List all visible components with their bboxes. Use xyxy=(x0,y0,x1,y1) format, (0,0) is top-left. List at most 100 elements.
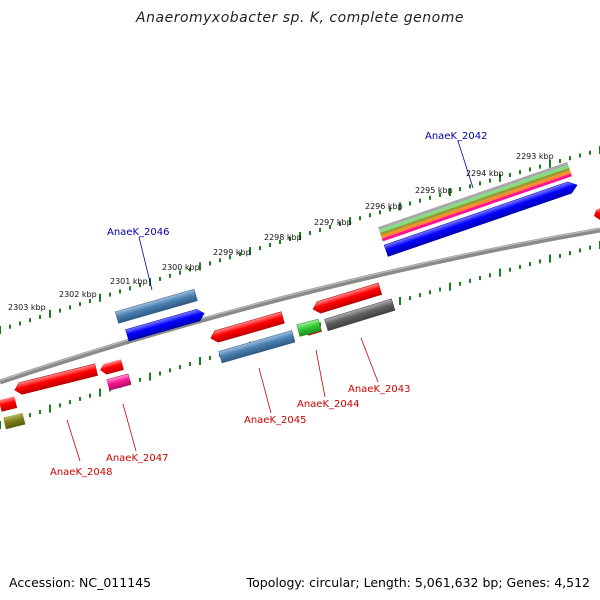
ruler-major-tick xyxy=(499,268,501,277)
ruler-major-tick xyxy=(299,232,301,240)
feature-band-gray xyxy=(378,162,569,230)
ruler-minor-tick xyxy=(139,377,141,382)
ruler-minor-tick xyxy=(529,167,531,172)
ruler-minor-tick xyxy=(159,276,161,281)
ruler-minor-tick xyxy=(209,261,211,266)
ruler-minor-tick xyxy=(509,173,511,177)
gene-red-2045-upper[interactable] xyxy=(209,311,285,344)
ruler-minor-tick xyxy=(389,207,391,212)
gene-blue-2046-lower[interactable] xyxy=(125,308,206,342)
ruler-minor-tick xyxy=(179,270,181,275)
ruler-label: 2293 kbp xyxy=(516,152,554,161)
ruler-minor-tick xyxy=(379,210,381,215)
ruler-minor-tick xyxy=(429,290,431,295)
ruler-minor-tick xyxy=(469,278,471,283)
gene-label-anaek-2043[interactable]: AnaeK_2043 xyxy=(348,384,410,395)
ruler-label: 2301 kbp xyxy=(110,277,148,286)
label-leaders xyxy=(66,140,474,462)
ruler-minor-tick xyxy=(29,413,31,418)
feature-band-lightgreen xyxy=(378,164,570,233)
ruler-minor-tick xyxy=(289,237,291,241)
gene-fragment-left-red xyxy=(0,396,18,412)
ruler-major-tick xyxy=(449,282,451,291)
ruler-minor-tick xyxy=(539,259,541,264)
ruler-minor-tick xyxy=(419,198,421,203)
ruler-major-tick xyxy=(149,372,151,381)
ruler-major-tick xyxy=(499,173,501,182)
ruler-minor-tick xyxy=(129,286,131,291)
ruler-major-tick xyxy=(0,326,1,334)
ruler-minor-tick xyxy=(139,283,141,288)
ruler-minor-tick xyxy=(109,292,111,297)
ruler-minor-tick xyxy=(69,400,71,405)
ruler-minor-tick xyxy=(189,362,191,367)
ruler-minor-tick xyxy=(489,273,491,278)
feature-track xyxy=(0,162,600,430)
gene-anaek-2043[interactable] xyxy=(324,298,396,332)
ruler-minor-tick xyxy=(69,305,71,310)
ruler-minor-tick xyxy=(209,355,211,360)
gene-fragment-left-olive xyxy=(3,412,26,430)
ruler-label: 2297 kbp xyxy=(314,218,352,227)
gene-label-anaek-2047[interactable]: AnaeK_2047 xyxy=(106,453,168,464)
ruler-minor-tick xyxy=(219,258,221,263)
ruler-major-tick xyxy=(99,293,101,302)
ruler-minor-tick xyxy=(519,170,521,175)
feature-band-olive xyxy=(379,167,571,236)
feature-band-orange xyxy=(380,170,572,239)
ruler-minor-tick xyxy=(269,243,271,247)
ruler-minor-tick xyxy=(229,255,231,260)
ruler-minor-tick xyxy=(159,371,161,376)
gene-anaek-2047[interactable] xyxy=(106,373,132,391)
gene-anaek-2048[interactable] xyxy=(13,363,98,396)
ruler-minor-tick xyxy=(359,216,361,221)
gene-anaek-2043-upper[interactable] xyxy=(311,282,383,315)
ruler-minor-tick xyxy=(79,302,81,307)
gene-fragment-right xyxy=(594,208,600,220)
ruler-label: 2300 kbp xyxy=(162,263,200,272)
ruler-label: 2303 kbp xyxy=(8,303,46,312)
ruler-minor-tick xyxy=(589,245,591,250)
ruler-minor-tick xyxy=(569,251,571,256)
gene-anaek-2045[interactable] xyxy=(218,330,296,364)
ruler-major-tick xyxy=(399,297,401,305)
ruler-minor-tick xyxy=(279,240,281,244)
ruler-minor-tick xyxy=(409,201,411,206)
gene-anaek-2042[interactable] xyxy=(383,179,579,257)
map-title: Anaeromyxobacter sp. K, complete genome xyxy=(136,10,464,26)
gene-label-anaek-2045[interactable]: AnaeK_2045 xyxy=(244,415,306,426)
gene-anaek-2044[interactable] xyxy=(296,318,322,337)
gene-red-2047-upper[interactable] xyxy=(99,359,124,376)
ruler-major-tick xyxy=(249,247,251,256)
ruler-minor-tick xyxy=(459,281,461,286)
gene-label-anaek-2044[interactable]: AnaeK_2044 xyxy=(297,399,359,410)
gene-label-anaek-2046[interactable]: AnaeK_2046 xyxy=(107,227,169,238)
ruler-major-tick xyxy=(449,188,451,196)
gene-anaek-2046[interactable] xyxy=(114,288,198,324)
ruler-minor-tick xyxy=(89,393,91,398)
ruler-minor-tick xyxy=(179,365,181,370)
ruler-minor-tick xyxy=(539,164,541,169)
gene-label-anaek-2048[interactable]: AnaeK_2048 xyxy=(50,467,112,478)
topology-text: Topology: circular; Length: 5,061,632 bp… xyxy=(246,575,590,590)
ruler-label: 2298 kbp xyxy=(264,233,302,242)
ruler-minor-tick xyxy=(79,396,81,401)
ruler-label: 2295 kbp xyxy=(415,186,453,195)
ruler-minor-tick xyxy=(309,231,311,235)
ruler-minor-tick xyxy=(569,156,571,161)
ruler-minor-tick xyxy=(479,276,481,281)
ruler-minor-tick xyxy=(9,324,11,329)
gene-label-anaek-2042[interactable]: AnaeK_2042 xyxy=(425,131,487,142)
ruler-minor-tick xyxy=(189,267,191,272)
ruler-minor-tick xyxy=(559,253,561,258)
ruler-major-tick xyxy=(99,388,101,397)
ruler-minor-tick xyxy=(489,178,491,183)
ruler-minor-tick xyxy=(579,153,581,158)
ruler-minor-tick xyxy=(259,246,261,251)
ruler-label: 2299 kbp xyxy=(213,248,251,257)
ruler-minor-tick xyxy=(169,368,171,373)
ruler-minor-tick xyxy=(19,321,21,326)
ruler-minor-tick xyxy=(119,289,121,294)
ruler-minor-tick xyxy=(519,264,521,269)
